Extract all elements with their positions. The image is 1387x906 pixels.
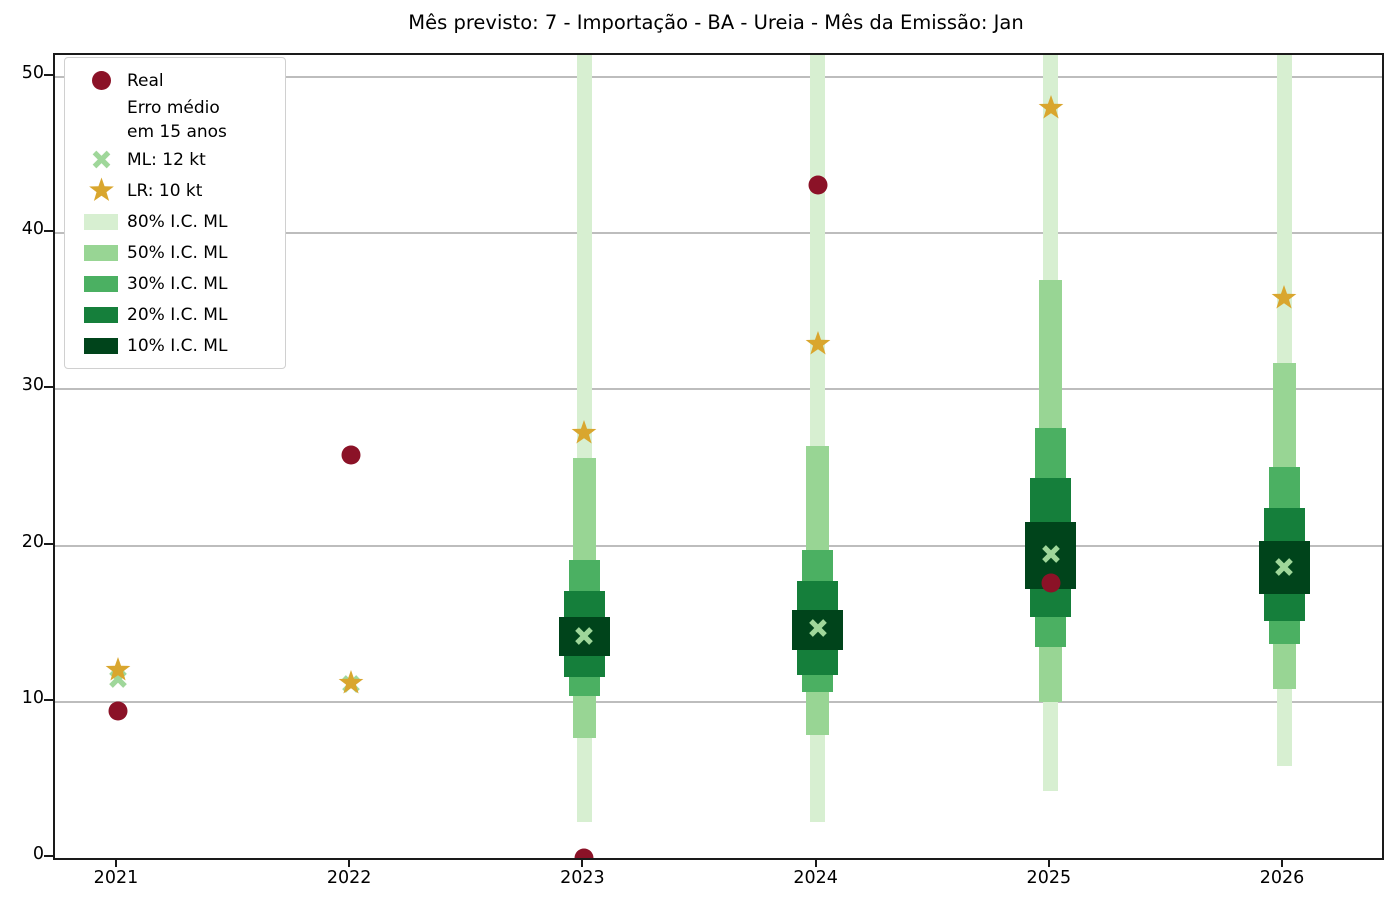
ci-20-patch-icon [84, 306, 118, 323]
x-tick-2021 [114, 858, 117, 867]
ci-50-patch-icon [84, 244, 118, 261]
x-tick-label-2023: 2023 [560, 868, 605, 888]
gridline-y-50 [55, 75, 1382, 78]
y-tick-label-10: 10 [21, 687, 44, 708]
real-dot-icon [75, 71, 127, 90]
circle-marker-2024 [808, 175, 828, 195]
star-marker-2023 [571, 419, 598, 450]
y-tick-label-20: 20 [21, 531, 44, 552]
circle-marker-2021 [108, 701, 128, 721]
y-tick-50 [44, 73, 53, 76]
x-tick-label-2026: 2026 [1259, 868, 1305, 888]
ci-10-patch-icon [84, 337, 118, 354]
y-tick-label-0: 0 [32, 844, 44, 864]
star-marker-2024 [804, 330, 831, 361]
x-marker-2024 [807, 617, 828, 642]
legend-label-lr: LR: 10 kt [127, 180, 203, 201]
star-icon [75, 177, 127, 204]
legend-label-ml: ML: 12 kt [127, 149, 206, 170]
legend-row-ci-50: 50% I.C. ML [75, 237, 275, 268]
x-tick-2025 [1047, 858, 1050, 867]
legend-label-ci-30: 30% I.C. ML [127, 273, 228, 294]
y-tick-label-40: 40 [21, 219, 44, 240]
x-tick-2022 [348, 858, 351, 867]
y-tick-20 [44, 542, 53, 545]
legend-label-ci-50: 50% I.C. ML [127, 242, 228, 263]
star-marker-2025 [1037, 94, 1064, 125]
circle-marker-2022 [341, 445, 361, 465]
legend-label-real: Real [127, 70, 164, 91]
x-tick-2023 [581, 858, 584, 867]
plot-canvas [55, 55, 1382, 858]
ci-30-patch-icon [84, 275, 118, 292]
legend: Real Erro médio em 15 anos ML: 12 kt LR:… [64, 57, 286, 369]
legend-row-ci-20: 20% I.C. ML [75, 299, 275, 330]
x-marker-2023 [574, 625, 595, 650]
legend-row-ci-80: 80% I.C. ML [75, 206, 275, 237]
x-tick-label-2022: 2022 [326, 868, 372, 888]
y-tick-label-50: 50 [21, 62, 44, 83]
x-marker-icon [75, 149, 127, 170]
x-tick-label-2025: 2025 [1026, 868, 1072, 888]
legend-row-lr: LR: 10 kt [75, 175, 275, 206]
y-tick-40 [44, 230, 53, 233]
legend-row-ci-10: 10% I.C. ML [75, 330, 275, 361]
star-marker-2022 [338, 669, 365, 700]
x-tick-2024 [814, 858, 817, 867]
x-tick-label-2024: 2024 [793, 868, 838, 888]
legend-label-erro: Erro médio em 15 anos [127, 98, 227, 142]
gridline-y-30 [55, 388, 1382, 391]
circle-marker-2023 [574, 848, 594, 858]
legend-label-ci-10: 10% I.C. ML [127, 335, 228, 356]
y-tick-10 [44, 698, 53, 701]
circle-marker-2025 [1041, 573, 1061, 593]
y-tick-label-30: 30 [21, 375, 44, 396]
y-tick-0 [44, 855, 53, 857]
gridline-y-20 [55, 544, 1382, 547]
gridline-y-40 [55, 232, 1382, 235]
x-tick-2026 [1281, 858, 1284, 867]
legend-row-ci-30: 30% I.C. ML [75, 268, 275, 299]
gridline-y-10 [55, 700, 1382, 703]
star-marker-2021 [104, 657, 131, 688]
star-marker-2026 [1271, 285, 1298, 316]
plot-area [53, 53, 1384, 860]
x-marker-2026 [1274, 556, 1295, 581]
legend-row-real: Real [75, 65, 275, 96]
legend-label-ci-80: 80% I.C. ML [127, 211, 228, 232]
legend-row-erro: Erro médio em 15 anos [75, 96, 275, 144]
x-marker-2025 [1040, 544, 1061, 569]
chart-title: Mês previsto: 7 - Importação - BA - Urei… [408, 11, 1024, 34]
legend-label-ci-20: 20% I.C. ML [127, 304, 228, 325]
y-tick-30 [44, 386, 53, 389]
ci-80-patch-icon [84, 213, 118, 230]
x-tick-label-2021: 2021 [93, 868, 139, 888]
legend-row-ml: ML: 12 kt [75, 144, 275, 175]
